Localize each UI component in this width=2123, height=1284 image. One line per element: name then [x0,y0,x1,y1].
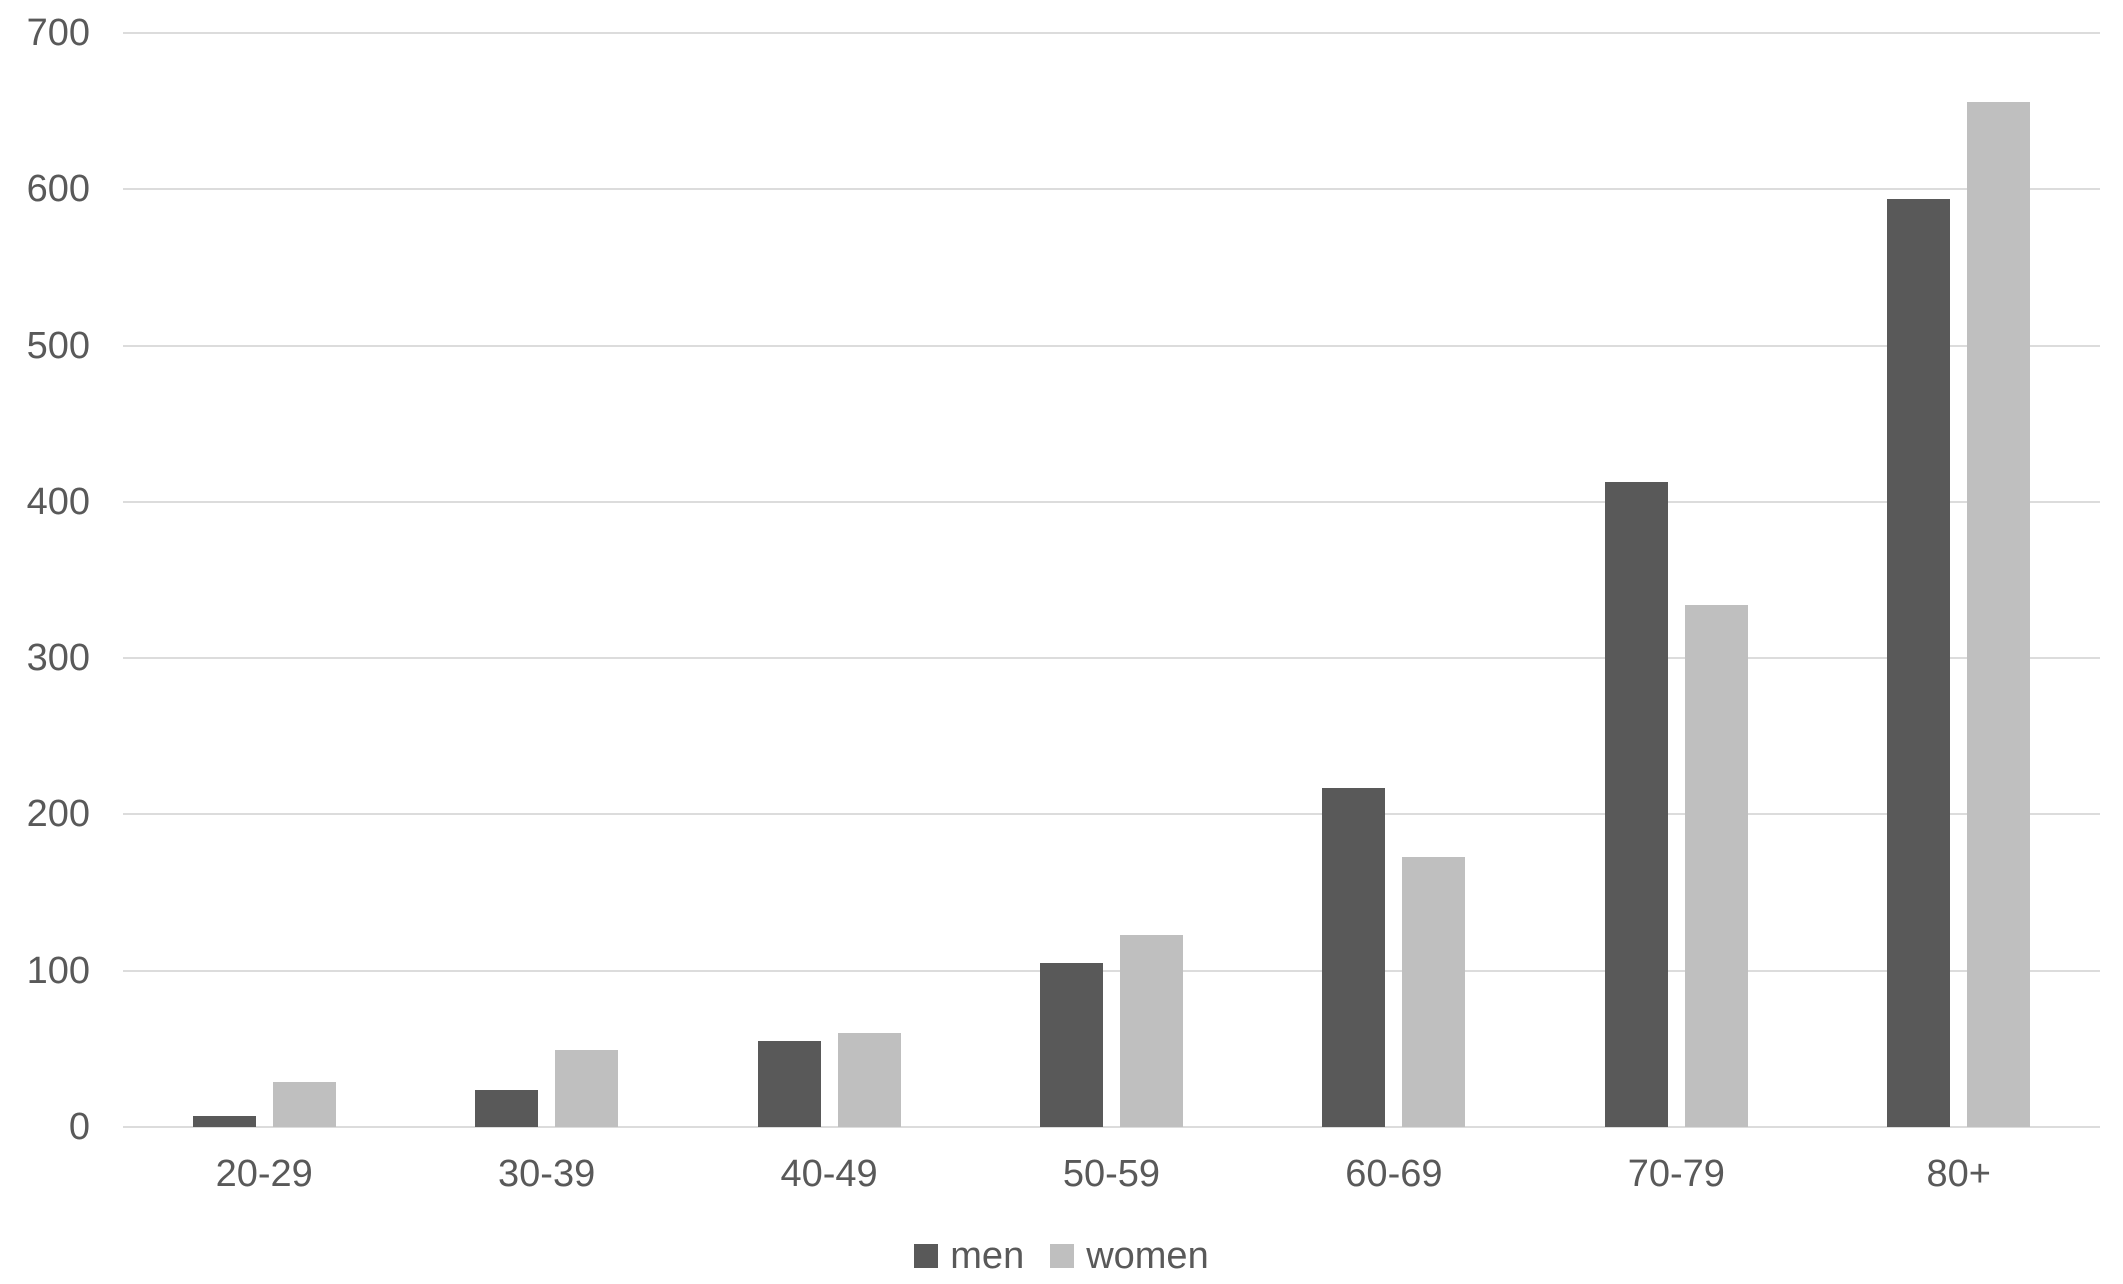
x-axis-category-label: 80+ [1926,1153,1991,1195]
y-axis-tick-label: 300 [26,637,90,680]
bar-men [475,1089,539,1127]
y-axis-tick-label: 200 [26,793,90,836]
y-axis-tick-label: 100 [26,949,90,992]
x-axis-category-label: 60-69 [1345,1153,1443,1195]
gridline [123,813,2100,816]
x-axis-category-label: 20-29 [215,1153,313,1195]
bar-group-50-59 [970,33,1252,1127]
legend: men women [0,1234,2123,1278]
bar-group-60-69 [1253,33,1535,1127]
gridline [123,657,2100,660]
bar-women [272,1081,336,1127]
y-axis-tick-label: 500 [26,324,90,367]
bar-group-40-49 [688,33,970,1127]
gridline [123,32,2100,34]
bar-men [192,1116,256,1127]
legend-swatch-women-icon [1050,1244,1075,1268]
bar-women [1119,934,1183,1127]
bar-group-70-79 [1535,33,1817,1127]
legend-label-women: women [1086,1234,1209,1277]
bar-women [1402,856,1466,1127]
x-axis: 20-29 30-39 40-49 50-59 60-69 70-79 80+ [123,1152,2100,1196]
gridline [123,1126,2100,1128]
y-axis: 0 100 200 300 400 500 600 700 [0,0,90,1284]
plot-area [123,32,2100,1128]
bar-group-80-plus [1818,33,2100,1127]
y-axis-tick-label: 600 [26,168,90,211]
bar-women [1967,101,2031,1127]
y-axis-tick-label: 0 [68,1106,90,1148]
bar-group-30-39 [405,33,687,1127]
bar-women [555,1050,619,1127]
bar-men [1604,481,1668,1127]
legend-label-men: men [950,1234,1025,1277]
x-axis-category-label: 70-79 [1627,1153,1725,1195]
legend-item-men: men [914,1235,1024,1278]
gridline [123,344,2100,347]
bar-group-20-29 [123,33,405,1127]
legend-item-women: women [1050,1235,1209,1278]
gridline [123,969,2100,972]
bar-women [1684,605,1748,1127]
bar-men [757,1041,821,1127]
x-axis-category-label: 30-39 [498,1153,596,1195]
bar-men [1322,787,1386,1127]
x-axis-category-label: 50-59 [1062,1153,1161,1195]
legend-swatch-men-icon [914,1244,939,1268]
gridline [123,188,2100,191]
bar-men [1039,962,1103,1127]
y-axis-tick-label: 700 [26,12,90,54]
gridline [123,500,2100,503]
y-axis-tick-label: 400 [26,480,90,523]
bar-women [837,1033,901,1127]
bar-men [1887,198,1951,1127]
x-axis-category-label: 40-49 [780,1153,878,1195]
